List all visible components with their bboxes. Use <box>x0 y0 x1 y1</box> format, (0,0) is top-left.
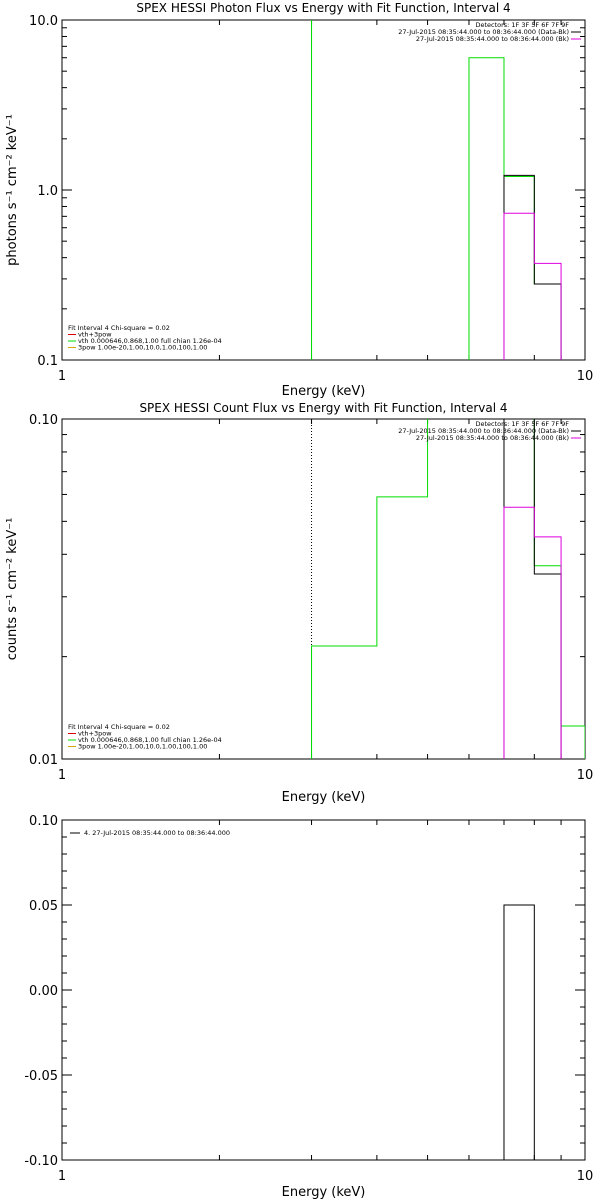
chart-title: SPEX HESSI Photon Flux vs Energy with Fi… <box>136 1 510 15</box>
x-tick-label: 10 <box>577 768 594 783</box>
y-axis-label: counts s⁻¹ cm⁻² keV⁻¹ <box>5 518 20 661</box>
legend-right-entry: 27-Jul-2015 08:35:44.000 to 08:36:44.000… <box>416 434 569 442</box>
y-tick-label: -0.05 <box>24 1069 58 1084</box>
legend-left-entry: vth 0.000646,0.868,1.00 full chian 1.26e… <box>78 736 222 744</box>
x-tick-label: 1 <box>58 768 66 783</box>
plot-area <box>311 20 562 360</box>
y-axis-label: photons s⁻¹ cm⁻² keV⁻¹ <box>5 114 20 266</box>
y-tick-label: 0.10 <box>29 814 58 829</box>
x-tick-label: 10 <box>577 1169 594 1184</box>
series-1-step-line <box>311 20 313 360</box>
y-tick-label: 0.10 <box>29 413 58 428</box>
legend-right-entry: 27-Jul-2015 08:35:44.000 to 08:36:44.000… <box>398 427 569 435</box>
x-tick-label: 1 <box>58 1169 66 1184</box>
legend-left-entry: Fit Interval 4 Chi-square = 0.02 <box>68 324 170 332</box>
plot-frame <box>61 418 586 760</box>
legend-right-entry: 27-Jul-2015 08:35:44.000 to 08:36:44.000… <box>398 28 569 36</box>
chart-panel-2: 1 10 0.01 0.10 SPEX HESSI Count Flux vs Ener… <box>5 401 593 805</box>
x-axis-label: Energy (keV) <box>282 790 366 805</box>
series-2-step-line <box>503 419 562 759</box>
plot-frame <box>61 819 586 1161</box>
chart-panel-1: 1 10 0.1 1.0 10.0 SPEX HESSI Photon Flux vs E… <box>5 1 593 399</box>
x-axis-label: Energy (keV) <box>282 1185 366 1200</box>
y-tick-label: 0.01 <box>29 753 58 768</box>
legend-left-entry: vth 0.000646,0.868,1.00 full chian 1.26e… <box>78 337 222 345</box>
chart-panel-3: 1 10 -0.10 -0.05 0.00 0.05 0.10 Energy (keV) 4. … <box>24 814 593 1200</box>
legend-left-entry: vth+3pow <box>78 331 112 339</box>
y-tick-label: 0.05 <box>29 899 58 914</box>
y-tick-label: 10.0 <box>29 14 58 29</box>
x-tick-label: 10 <box>577 369 594 384</box>
legend-right-entry: Detectors: 1F 3F 5F 6F 7F 9F <box>475 420 569 428</box>
series-3-step-line <box>503 174 562 360</box>
chart-title: SPEX HESSI Count Flux vs Energy with Fit… <box>139 401 507 415</box>
legend-top-entry: 4. 27-Jul-2015 08:35:44.000 to 08:36:44.… <box>84 829 230 837</box>
legend-right-entry: Detectors: 1F 3F 5F 6F 7F 9F <box>475 21 569 29</box>
y-tick-label: -0.10 <box>24 1154 58 1169</box>
legend-left-entry: 3pow 1.00e-20,1.00,10.0,1.00,100,1.00 <box>78 344 207 352</box>
y-tick-label: 0.1 <box>37 354 58 369</box>
x-axis-label: Energy (keV) <box>282 384 366 399</box>
x-tick-label: 1 <box>58 369 66 384</box>
legend-left-entry: Fit Interval 4 Chi-square = 0.02 <box>68 723 170 731</box>
legend-right-entry: 27-Jul-2015 08:35:44.000 to 08:36:44.000… <box>416 35 569 43</box>
plot-frame <box>61 19 586 361</box>
series-1-step-line <box>311 419 585 759</box>
series-3-step-line <box>503 506 562 759</box>
series-4-step-line <box>503 212 562 360</box>
y-tick-label: 1.0 <box>37 184 58 199</box>
y-tick-label: 0.00 <box>29 984 58 999</box>
plot-area <box>503 904 562 1160</box>
series-1-step-line <box>503 904 562 1160</box>
legend-left-entry: 3pow 1.00e-20,1.00,10.0,1.00,100,1.00 <box>78 743 207 751</box>
plot-area <box>311 419 585 759</box>
legend-left-entry: vth+3pow <box>78 730 112 738</box>
series-2-step-line <box>468 57 562 360</box>
